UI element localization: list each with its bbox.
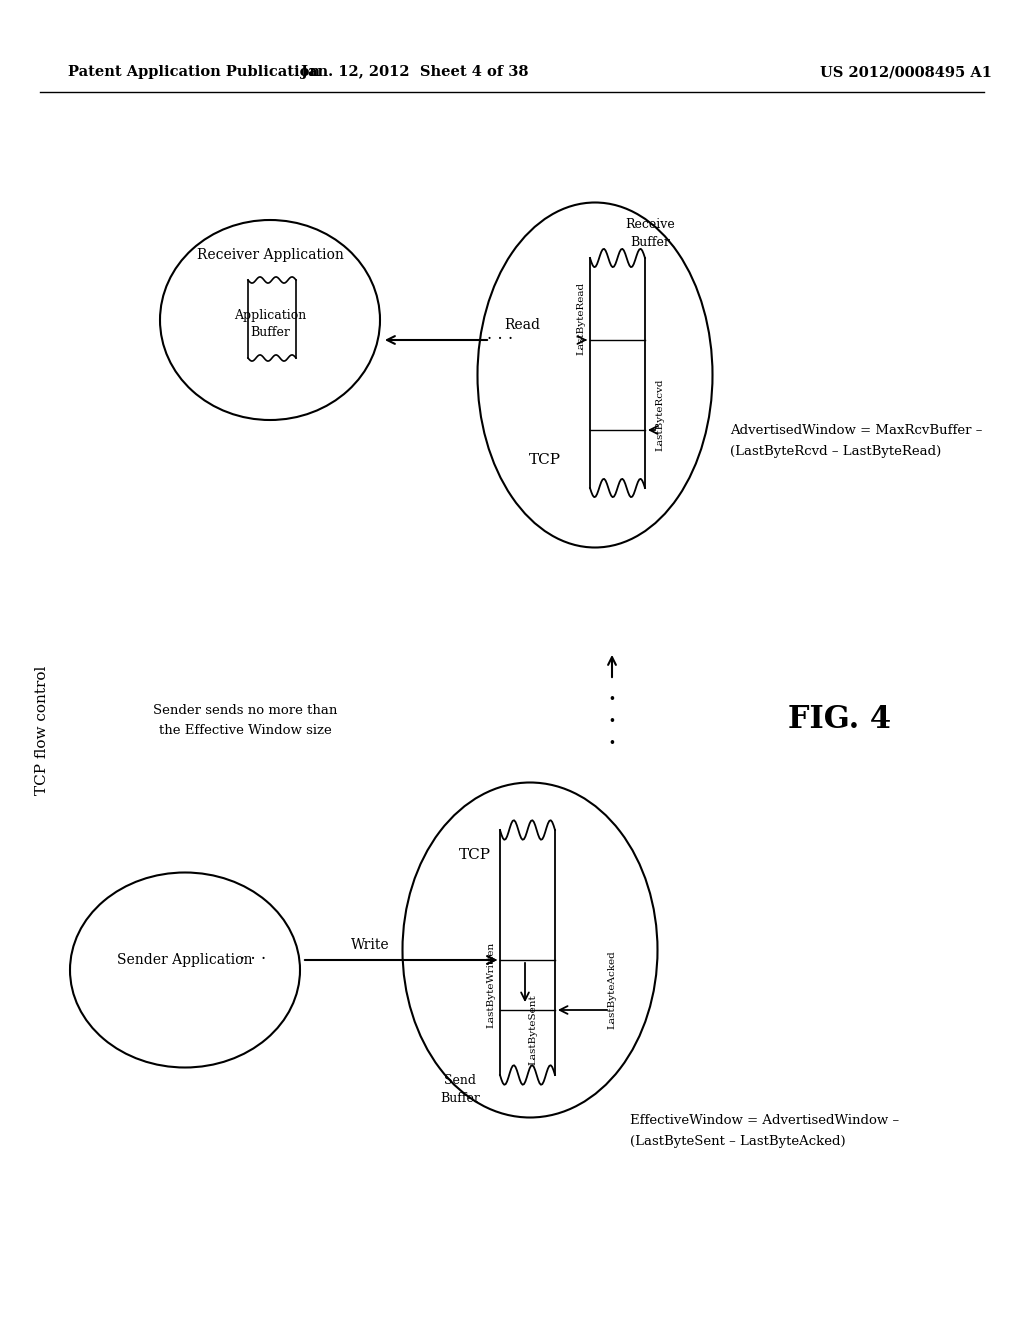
Text: LastByteRead: LastByteRead — [577, 281, 586, 355]
Text: AdvertisedWindow = MaxRcvBuffer –: AdvertisedWindow = MaxRcvBuffer – — [730, 424, 982, 437]
Text: the Effective Window size: the Effective Window size — [159, 723, 332, 737]
Text: Buffer: Buffer — [630, 236, 670, 249]
Text: FIG. 4: FIG. 4 — [788, 705, 892, 735]
Text: Buffer: Buffer — [250, 326, 290, 339]
Text: Write: Write — [350, 939, 389, 952]
Text: TCP: TCP — [459, 847, 490, 862]
Text: Receive: Receive — [625, 219, 675, 231]
Text: ·: · — [607, 709, 616, 735]
Text: Buffer: Buffer — [440, 1092, 480, 1105]
Text: Patent Application Publication: Patent Application Publication — [68, 65, 319, 79]
Text: ·: · — [607, 686, 616, 714]
Text: Read: Read — [504, 318, 540, 333]
Text: · · ·: · · · — [240, 952, 266, 969]
Text: ·: · — [607, 730, 616, 758]
Text: Sender Application: Sender Application — [118, 953, 253, 968]
Text: (LastByteRcvd – LastByteRead): (LastByteRcvd – LastByteRead) — [730, 446, 941, 458]
Text: (LastByteSent – LastByteAcked): (LastByteSent – LastByteAcked) — [630, 1135, 846, 1148]
Text: TCP flow control: TCP flow control — [35, 665, 49, 795]
Text: US 2012/0008495 A1: US 2012/0008495 A1 — [820, 65, 992, 79]
Text: · · ·: · · · — [486, 331, 513, 348]
Text: LastByteWritten: LastByteWritten — [486, 942, 496, 1028]
Text: Sender sends no more than: Sender sends no more than — [153, 704, 337, 717]
Text: Receiver Application: Receiver Application — [197, 248, 343, 261]
Text: Application: Application — [233, 309, 306, 322]
Text: Send: Send — [444, 1073, 476, 1086]
Text: LastByteRcvd: LastByteRcvd — [655, 379, 665, 451]
Text: LastByteAcked: LastByteAcked — [607, 950, 616, 1030]
Text: Jan. 12, 2012  Sheet 4 of 38: Jan. 12, 2012 Sheet 4 of 38 — [301, 65, 528, 79]
Text: EffectiveWindow = AdvertisedWindow –: EffectiveWindow = AdvertisedWindow – — [630, 1114, 899, 1126]
Text: TCP: TCP — [529, 453, 561, 467]
Text: LastByteSent: LastByteSent — [528, 995, 538, 1065]
